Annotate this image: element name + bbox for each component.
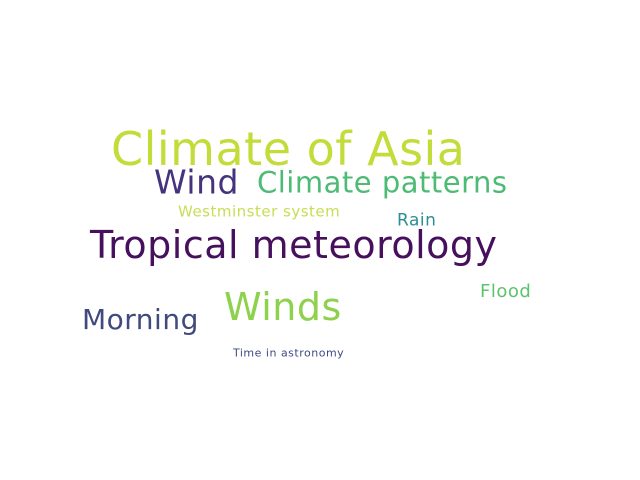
- word-morning: Morning: [82, 303, 199, 336]
- word-wind: Wind: [154, 162, 239, 202]
- word-flood: Flood: [480, 281, 532, 302]
- word-climate-of-asia: Climate of Asia: [111, 122, 466, 176]
- word-westminster-system: Westminster system: [178, 202, 341, 221]
- word-rain: Rain: [397, 210, 437, 231]
- word-winds: Winds: [224, 285, 342, 329]
- word-time-in-astronomy: Time in astronomy: [233, 346, 345, 360]
- word-tropical-meteorology: Tropical meteorology: [90, 223, 498, 267]
- word-climate-patterns: Climate patterns: [257, 165, 508, 200]
